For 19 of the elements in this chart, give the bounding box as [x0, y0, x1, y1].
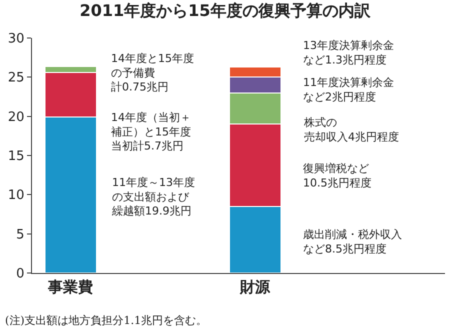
- annotation: 歳出削減・税外収入など8.5兆円程度: [303, 228, 402, 256]
- y-tick-label: 30: [8, 32, 24, 47]
- annotation: 11年度決算剰余金など2兆円程度: [303, 76, 394, 104]
- annotation: 13年度決算剰余金など1.3兆円程度: [303, 39, 394, 66]
- annotation: 14年度（当初＋補正）と15年度当初計5.7兆円: [111, 111, 191, 153]
- y-tick-label: 5: [16, 227, 24, 242]
- y-tick-label: 0: [16, 266, 24, 282]
- annotation: 復興増税など10.5兆円程度: [303, 162, 372, 190]
- y-tick-label: 25: [8, 70, 24, 86]
- x-tick-label: 財源: [239, 278, 272, 296]
- y-tick-label: 15: [8, 149, 24, 164]
- annotation: 14年度と15年度の予備費計0.75兆円: [111, 52, 194, 94]
- chart-title: 2011年度から15年度の復興予算の内訳: [80, 1, 372, 20]
- text: (注)支出額は地方負担分1.1兆円を含む。: [5, 314, 208, 327]
- y-tick-label: 10: [8, 188, 24, 204]
- annotation: 11年度～13年度の支出額および繰越額19.9兆円: [111, 176, 195, 218]
- y-tick-label: 20: [8, 110, 24, 125]
- x-tick-label: 事業費: [47, 278, 94, 296]
- annotation: 株式の売却収入4兆円程度: [303, 116, 399, 144]
